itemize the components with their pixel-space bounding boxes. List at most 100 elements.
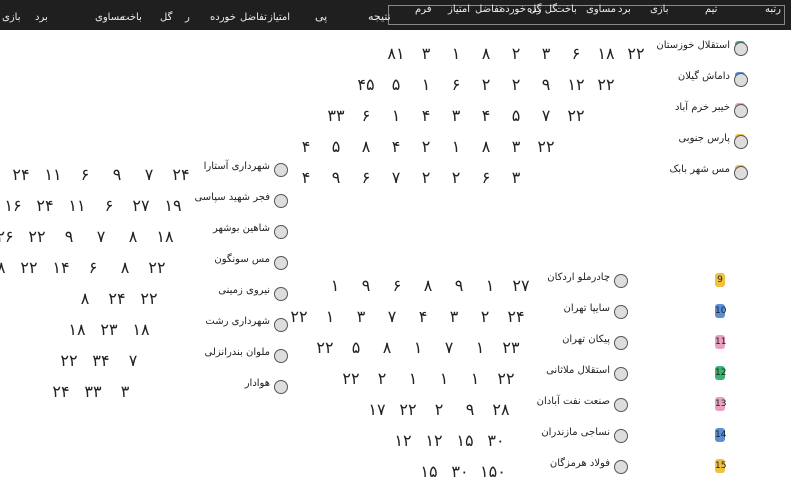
tab-next[interactable]: پی bbox=[315, 10, 328, 23]
stat-cell: ۱۲ bbox=[425, 431, 443, 450]
stat-cell: ۱۱ bbox=[68, 196, 86, 215]
left-header-7: تفاضل bbox=[240, 12, 267, 23]
team-name[interactable]: شهرداری آستارا bbox=[203, 161, 270, 172]
stat-cell: ۲۲ bbox=[316, 338, 334, 357]
table-row: 12 استقلال ملاثانی ۲۲ ۱ ۱ ۱ ۲ ۲۲ bbox=[0, 365, 791, 388]
team-name[interactable]: داماش گیلان bbox=[677, 71, 730, 82]
team-name[interactable]: ملوان بندرانزلی bbox=[204, 347, 270, 358]
team-name[interactable]: خیبر خرم آباد bbox=[674, 102, 730, 113]
stat-cell: ۲ bbox=[377, 369, 387, 388]
stat-cell: ۶ bbox=[451, 75, 461, 94]
stat-cell: ۶ bbox=[361, 168, 371, 187]
stat-cell: ۱۸ bbox=[597, 44, 615, 63]
team-name[interactable]: نساجی مازندران bbox=[541, 427, 610, 438]
stat-cell: ۲ bbox=[421, 168, 431, 187]
stat-cell: ۸ bbox=[120, 258, 130, 277]
header-col-1: تیم bbox=[705, 4, 718, 15]
left-header-1: برد bbox=[35, 12, 48, 23]
stat-cell: ۲۲ bbox=[399, 400, 417, 419]
team-name[interactable]: فجر شهید سپاسی bbox=[194, 192, 270, 203]
table-row: شهرداری آستارا۲۴۷۹۶۱۱۲۴۱۶ bbox=[0, 161, 791, 184]
table-row: مس سونگون ۲۲ ۸ ۶ ۱۴ ۲۲ ۲۸ bbox=[0, 254, 791, 277]
table-row: 10 سایپا تهران ۲۴ ۲ ۳ ۴ ۷ ۳ ۱ ۲۲ bbox=[0, 303, 791, 326]
stat-cell: ۶ bbox=[361, 106, 371, 125]
stat-cell: ۲۲ bbox=[290, 307, 308, 326]
team-logo-icon bbox=[614, 460, 628, 474]
header-col-9: امتیاز bbox=[448, 4, 471, 15]
stat-cell: ۳۰ bbox=[451, 462, 469, 481]
team-name[interactable]: استقلال خوزستان bbox=[656, 40, 730, 51]
stat-cell: ۱۲ bbox=[394, 431, 412, 450]
stat-cell: ۱۱ bbox=[44, 165, 62, 184]
team-name[interactable]: هوادار bbox=[244, 378, 270, 389]
rank-badge: 14 bbox=[715, 428, 727, 442]
stat-cell: ۲۲ bbox=[140, 289, 158, 308]
stat-cell: ۸ bbox=[481, 44, 491, 63]
stat-cell: ۲۲ bbox=[20, 258, 38, 277]
rank-badge: 11 bbox=[715, 335, 727, 349]
table-row: فجر شهید سپاسی ۱۹ ۲۷ ۶ ۱۱ ۲۴ ۱۶ bbox=[0, 192, 791, 215]
stat-cell: ۱ bbox=[475, 338, 485, 357]
left-header-3: باخت bbox=[120, 12, 142, 23]
header-col-8: تفاضل bbox=[475, 4, 502, 15]
table-row: شهرداری رشت ۱۸ ۲۳ ۱۸ bbox=[0, 316, 791, 339]
stat-cell: ۱۵ bbox=[420, 462, 438, 481]
stat-cell: ۶ bbox=[481, 168, 491, 187]
team-logo-icon bbox=[614, 274, 628, 288]
stat-cell: ۱۸ bbox=[156, 227, 174, 246]
stat-cell: ۸ bbox=[481, 137, 491, 156]
rank-badge: 12 bbox=[715, 366, 727, 380]
stat-cell: ۱ bbox=[485, 276, 495, 295]
team-name[interactable]: مس سونگون bbox=[214, 254, 270, 265]
stat-cell: ۷ bbox=[128, 351, 138, 370]
stat-cell: ۲۲ bbox=[537, 137, 555, 156]
team-name[interactable]: سایپا تهران bbox=[563, 303, 610, 314]
team-name[interactable]: شاهین بوشهر bbox=[213, 223, 270, 234]
stat-cell: ۹ bbox=[361, 276, 371, 295]
stat-cell: ۳۰ bbox=[487, 431, 505, 450]
stat-cell: ۱ bbox=[439, 369, 449, 388]
team-name[interactable]: پارس جنوبی bbox=[678, 133, 730, 144]
stat-cell: ۱۵۰ bbox=[480, 462, 506, 481]
left-header-8: امتیاز bbox=[268, 12, 291, 23]
stat-cell: ۱۹ bbox=[164, 196, 182, 215]
stat-cell: ۳ bbox=[451, 106, 461, 125]
stat-cell: ۲ bbox=[434, 400, 444, 419]
team-logo-icon bbox=[614, 305, 628, 319]
team-name[interactable]: استقلال ملاثانی bbox=[546, 365, 610, 376]
rank-badge: 15 bbox=[715, 459, 727, 473]
stat-cell: ۱۵ bbox=[456, 431, 474, 450]
team-name[interactable]: مس شهر بابک bbox=[669, 164, 730, 175]
stat-cell: ۱۴ bbox=[52, 258, 70, 277]
table-row: 15 فولاد هرمزگان ۱۵۰ ۳۰ ۱۵ bbox=[0, 458, 791, 481]
stat-cell: ۲۲ bbox=[597, 75, 615, 94]
team-name[interactable]: صنعت نفت آبادان bbox=[536, 396, 610, 407]
stat-cell: ۲ bbox=[511, 75, 521, 94]
team-name[interactable]: چادرملو اردکان bbox=[547, 272, 610, 283]
team-name[interactable]: نیروی زمینی bbox=[218, 285, 270, 296]
header-col-6: گل زده bbox=[527, 4, 558, 15]
search-input[interactable] bbox=[388, 5, 785, 25]
team-name[interactable]: شهرداری رشت bbox=[205, 316, 270, 327]
stat-cell: ۹ bbox=[465, 400, 475, 419]
tab-results[interactable]: نتیجه bbox=[368, 10, 391, 23]
stat-cell: ۲۷ bbox=[512, 276, 530, 295]
team-name[interactable]: فولاد هرمزگان bbox=[549, 458, 610, 469]
left-header-4: گل bbox=[160, 12, 173, 23]
stat-cell: ۲ bbox=[451, 168, 461, 187]
stat-cell: ۲ bbox=[481, 75, 491, 94]
team-name[interactable]: پیکان تهران bbox=[562, 334, 610, 345]
stat-cell: ۳ bbox=[356, 307, 366, 326]
stat-cell: ۴ bbox=[418, 307, 428, 326]
stat-cell: ۸ bbox=[128, 227, 138, 246]
stat-cell: ۲ bbox=[480, 307, 490, 326]
header-col-7: گل خورده bbox=[500, 4, 542, 15]
stat-cell: ۵ bbox=[511, 106, 521, 125]
stat-cell: ۸ bbox=[382, 338, 392, 357]
stat-cell: ۱ bbox=[413, 338, 423, 357]
team-logo-icon bbox=[734, 104, 748, 118]
left-header-0: بازی bbox=[2, 12, 21, 23]
header-col-0: رتبه bbox=[765, 4, 781, 15]
